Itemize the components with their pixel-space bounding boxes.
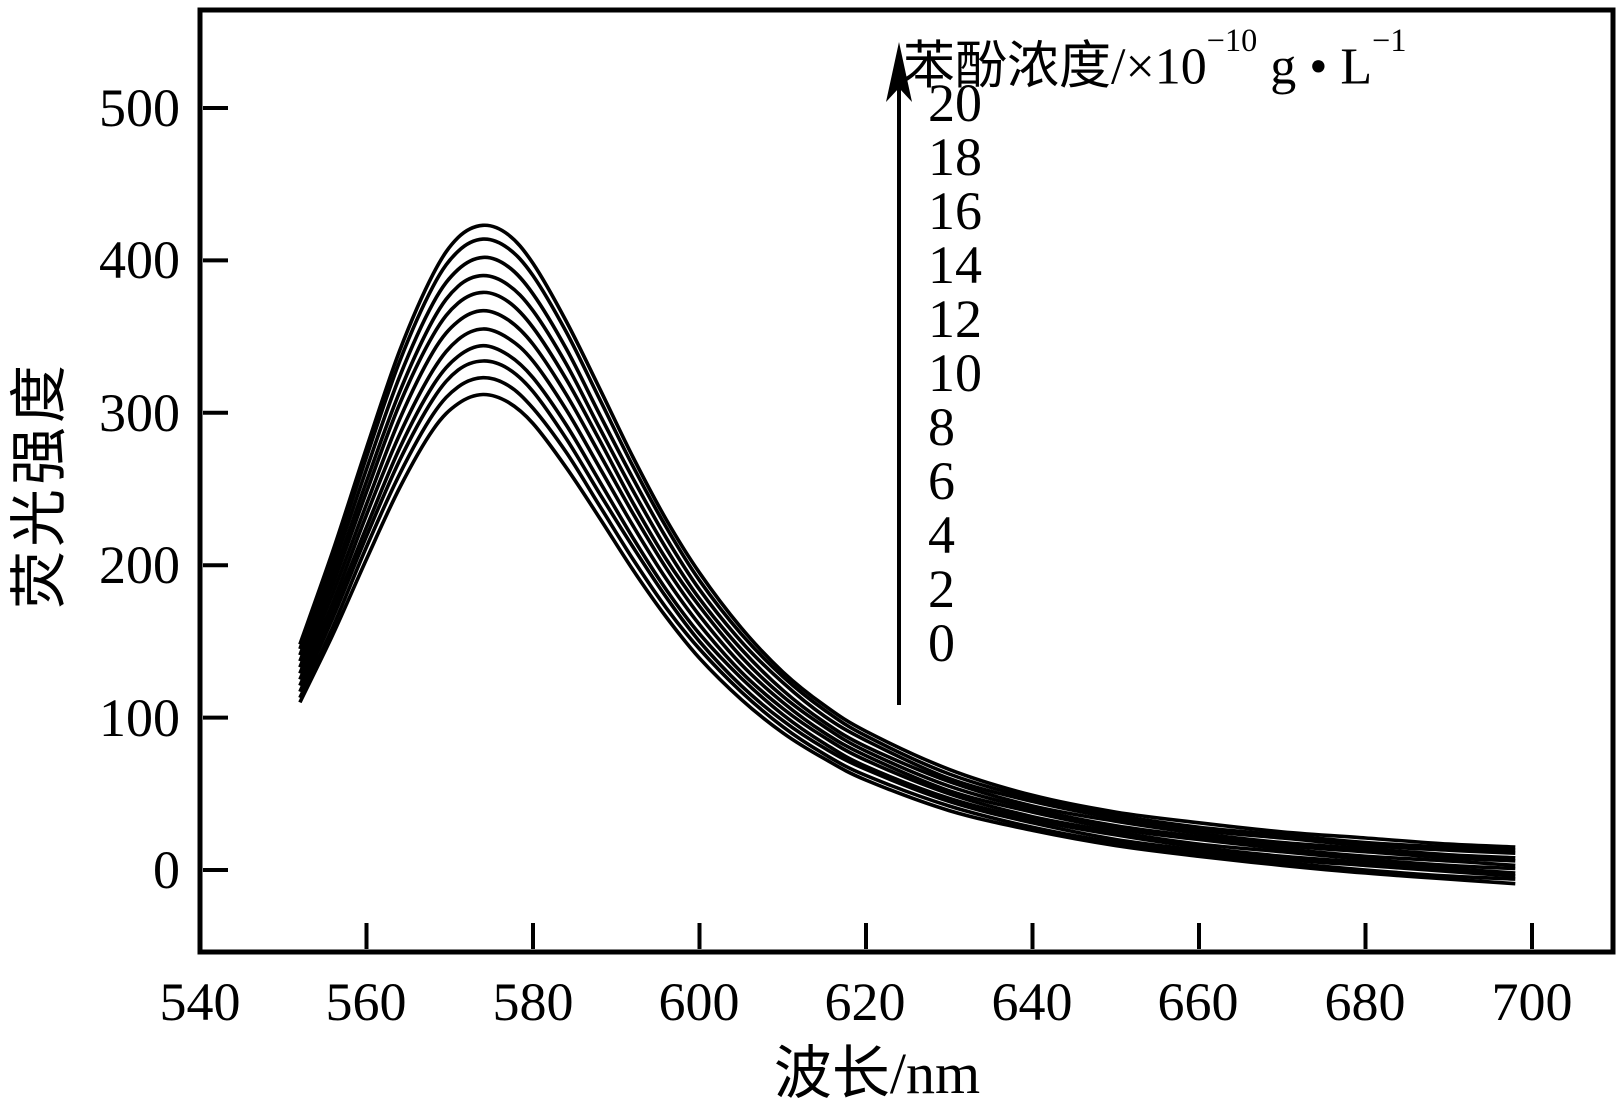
legend-arrow-head <box>886 42 912 102</box>
legend-value-8: 8 <box>928 397 955 457</box>
x-tick-label-600: 600 <box>658 972 740 1032</box>
spectrum-curve-10 <box>298 308 1516 868</box>
spectrum-curve-12 <box>298 290 1516 863</box>
y-tick-label-300: 300 <box>99 383 180 443</box>
spectrum-curve-4 <box>298 359 1516 878</box>
x-tick-label-580: 580 <box>492 972 574 1032</box>
spectrum-curve-16 <box>298 255 1516 855</box>
legend-value-20: 20 <box>928 73 982 133</box>
y-tick-label-500: 500 <box>99 78 180 138</box>
legend-title-unit: g • L <box>1257 38 1373 96</box>
x-axis-title: 波长/nm <box>773 1041 981 1106</box>
legend-value-4: 4 <box>928 505 955 565</box>
x-tick-label-680: 680 <box>1324 972 1406 1032</box>
legend-value-2: 2 <box>928 559 955 619</box>
plot-frame <box>197 7 1616 955</box>
spectrum-curve-20 <box>298 223 1516 849</box>
spectrum-curve-0 <box>298 392 1516 886</box>
legend-value-14: 14 <box>928 235 982 295</box>
legend-value-18: 18 <box>928 127 982 187</box>
legend-title: 苯酚浓度/×10−10 g • L−1 <box>903 21 1407 96</box>
y-tick-label-200: 200 <box>99 535 180 595</box>
x-tick-label-640: 640 <box>991 972 1073 1032</box>
spectrum-curve-8 <box>298 327 1516 871</box>
spectrum-curves <box>298 223 1516 886</box>
x-tick-label-540: 540 <box>159 972 241 1032</box>
x-tick-label-660: 660 <box>1157 972 1239 1032</box>
x-tick-label-560: 560 <box>325 972 407 1032</box>
legend-title-main: 苯酚浓度/×10 <box>903 38 1207 96</box>
x-tick-label-620: 620 <box>824 972 906 1032</box>
legend-value-6: 6 <box>928 451 955 511</box>
legend-value-0: 0 <box>928 613 955 673</box>
y-tick-label-0: 0 <box>153 840 180 900</box>
spectrum-curve-18 <box>298 237 1516 852</box>
spectrum-curve-14 <box>298 273 1516 860</box>
y-axis-title: 荧光强度 <box>7 361 72 610</box>
legend-title-unit-exponent: −1 <box>1372 21 1407 58</box>
spectrum-curve-6 <box>298 343 1516 875</box>
legend-value-10: 10 <box>928 343 982 403</box>
legend-value-16: 16 <box>928 181 982 241</box>
legend-value-12: 12 <box>928 289 982 349</box>
legend-arrow <box>886 42 912 705</box>
y-tick-label-400: 400 <box>99 230 180 290</box>
x-tick-label-700: 700 <box>1491 972 1573 1032</box>
legend-title-exponent: −10 <box>1206 21 1258 58</box>
y-tick-label-100: 100 <box>99 688 180 748</box>
spectrum-curve-2 <box>298 375 1516 881</box>
axis-ticks <box>203 106 1534 949</box>
